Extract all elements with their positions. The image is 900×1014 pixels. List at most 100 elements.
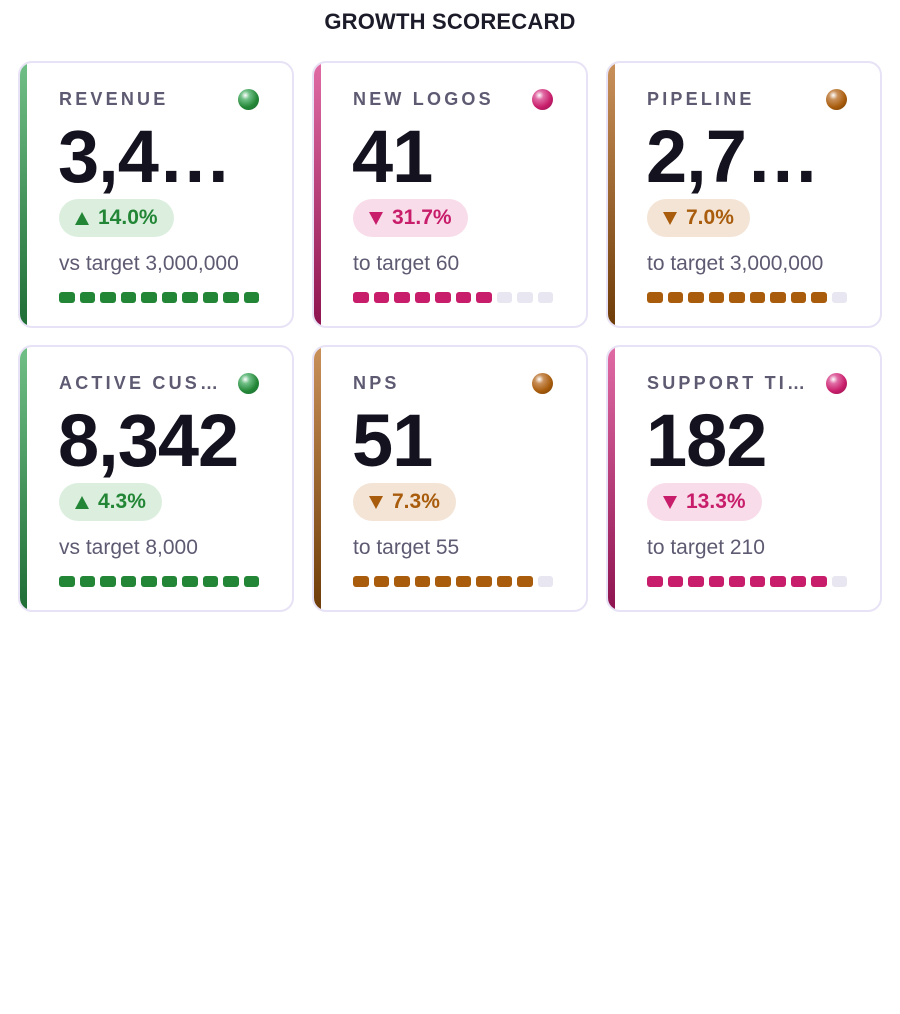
change-badge: 13.3% bbox=[647, 483, 762, 521]
progress-segment-filled bbox=[517, 576, 533, 587]
progress-segment-filled bbox=[770, 292, 786, 303]
kpi-card-revenue: REVENUE 3,4… 14.0% vs target 3,000,000 bbox=[18, 61, 294, 328]
change-value: 7.3% bbox=[392, 490, 440, 513]
progress-segment-filled bbox=[688, 576, 704, 587]
progress-segment-filled bbox=[667, 576, 683, 587]
progress-segment-empty bbox=[496, 292, 512, 303]
progress-segment-filled bbox=[202, 576, 218, 587]
progress-segment-empty bbox=[831, 292, 847, 303]
target-caption: to target 55 bbox=[353, 536, 460, 559]
progress-meter bbox=[59, 292, 259, 303]
progress-segment-filled bbox=[79, 292, 95, 303]
progress-segment-empty bbox=[517, 292, 533, 303]
progress-segment-filled bbox=[414, 292, 430, 303]
progress-segment-filled bbox=[496, 576, 512, 587]
progress-segment-empty bbox=[537, 576, 553, 587]
change-badge: 14.0% bbox=[59, 199, 174, 237]
progress-segment-filled bbox=[435, 576, 451, 587]
progress-segment-filled bbox=[729, 292, 745, 303]
triangle-up-icon bbox=[75, 495, 89, 509]
page-title: GROWTH SCORECARD bbox=[324, 9, 576, 34]
progress-segment-filled bbox=[243, 292, 259, 303]
target-caption: vs target 3,000,000 bbox=[59, 252, 239, 275]
progress-segment-filled bbox=[394, 576, 410, 587]
progress-segment-filled bbox=[790, 576, 806, 587]
progress-segment-filled bbox=[435, 292, 451, 303]
progress-segment-filled bbox=[394, 292, 410, 303]
progress-meter bbox=[647, 576, 847, 587]
change-value: 14.0% bbox=[98, 206, 158, 229]
progress-segment-filled bbox=[120, 292, 136, 303]
progress-segment-filled bbox=[729, 576, 745, 587]
kpi-value: 182 bbox=[646, 399, 767, 482]
triangle-up-icon bbox=[75, 211, 89, 225]
change-badge: 7.0% bbox=[647, 199, 750, 237]
progress-segment-filled bbox=[79, 576, 95, 587]
progress-meter bbox=[353, 292, 553, 303]
progress-segment-empty bbox=[537, 292, 553, 303]
progress-segment-filled bbox=[141, 576, 157, 587]
target-caption: to target 210 bbox=[647, 536, 765, 559]
status-accent-bar bbox=[314, 63, 321, 326]
status-dot-icon bbox=[826, 89, 847, 110]
progress-segment-filled bbox=[688, 292, 704, 303]
triangle-down-icon bbox=[369, 211, 383, 225]
progress-segment-filled bbox=[647, 576, 663, 587]
progress-segment-filled bbox=[708, 292, 724, 303]
progress-segment-filled bbox=[455, 576, 471, 587]
kpi-label: ACTIVE CUS… bbox=[59, 373, 219, 393]
progress-meter bbox=[647, 292, 847, 303]
progress-segment-filled bbox=[223, 576, 239, 587]
status-accent-bar bbox=[314, 347, 321, 610]
status-dot-icon bbox=[238, 89, 259, 110]
status-dot-icon bbox=[238, 373, 259, 394]
change-badge: 4.3% bbox=[59, 483, 162, 521]
progress-segment-filled bbox=[223, 292, 239, 303]
kpi-label: PIPELINE bbox=[647, 89, 755, 109]
kpi-card-support-ti: SUPPORT TI… 182 13.3% to target 210 bbox=[606, 345, 882, 612]
progress-segment-filled bbox=[476, 292, 492, 303]
progress-segment-filled bbox=[373, 576, 389, 587]
change-badge: 31.7% bbox=[353, 199, 468, 237]
kpi-card-pipeline: PIPELINE 2,7… 7.0% to target 3,000,000 bbox=[606, 61, 882, 328]
triangle-down-icon bbox=[663, 211, 677, 225]
kpi-card-nps: NPS 51 7.3% to target 55 bbox=[312, 345, 588, 612]
progress-segment-filled bbox=[708, 576, 724, 587]
target-caption: vs target 8,000 bbox=[59, 536, 198, 559]
progress-segment-filled bbox=[202, 292, 218, 303]
scorecard-grid: REVENUE 3,4… 14.0% vs target 3,000,000 NEW L… bbox=[18, 61, 882, 612]
change-value: 31.7% bbox=[392, 206, 452, 229]
progress-segment-filled bbox=[414, 576, 430, 587]
kpi-card-new-logos: NEW LOGOS 41 31.7% to target 60 bbox=[312, 61, 588, 328]
progress-segment-filled bbox=[373, 292, 389, 303]
triangle-down-icon bbox=[369, 495, 383, 509]
kpi-card-active-cus: ACTIVE CUS… 8,342 4.3% vs target 8,000 bbox=[18, 345, 294, 612]
progress-segment-empty bbox=[831, 576, 847, 587]
progress-segment-filled bbox=[182, 576, 198, 587]
progress-segment-filled bbox=[476, 576, 492, 587]
kpi-value: 3,4… bbox=[58, 115, 232, 198]
status-accent-bar bbox=[20, 347, 27, 610]
target-caption: to target 60 bbox=[353, 252, 460, 275]
target-caption: to target 3,000,000 bbox=[647, 252, 824, 275]
change-value: 13.3% bbox=[686, 490, 746, 513]
progress-segment-filled bbox=[790, 292, 806, 303]
progress-segment-filled bbox=[120, 576, 136, 587]
progress-segment-filled bbox=[749, 576, 765, 587]
kpi-label: REVENUE bbox=[59, 89, 169, 109]
progress-segment-filled bbox=[770, 576, 786, 587]
progress-segment-filled bbox=[59, 576, 75, 587]
progress-segment-filled bbox=[455, 292, 471, 303]
progress-segment-filled bbox=[647, 292, 663, 303]
progress-meter bbox=[59, 576, 259, 587]
status-dot-icon bbox=[826, 373, 847, 394]
progress-segment-filled bbox=[141, 292, 157, 303]
progress-meter bbox=[353, 576, 553, 587]
progress-segment-filled bbox=[353, 576, 369, 587]
progress-segment-filled bbox=[182, 292, 198, 303]
kpi-label: NEW LOGOS bbox=[353, 89, 494, 109]
progress-segment-filled bbox=[749, 292, 765, 303]
change-badge: 7.3% bbox=[353, 483, 456, 521]
progress-segment-filled bbox=[161, 576, 177, 587]
kpi-label: SUPPORT TI… bbox=[647, 373, 807, 393]
